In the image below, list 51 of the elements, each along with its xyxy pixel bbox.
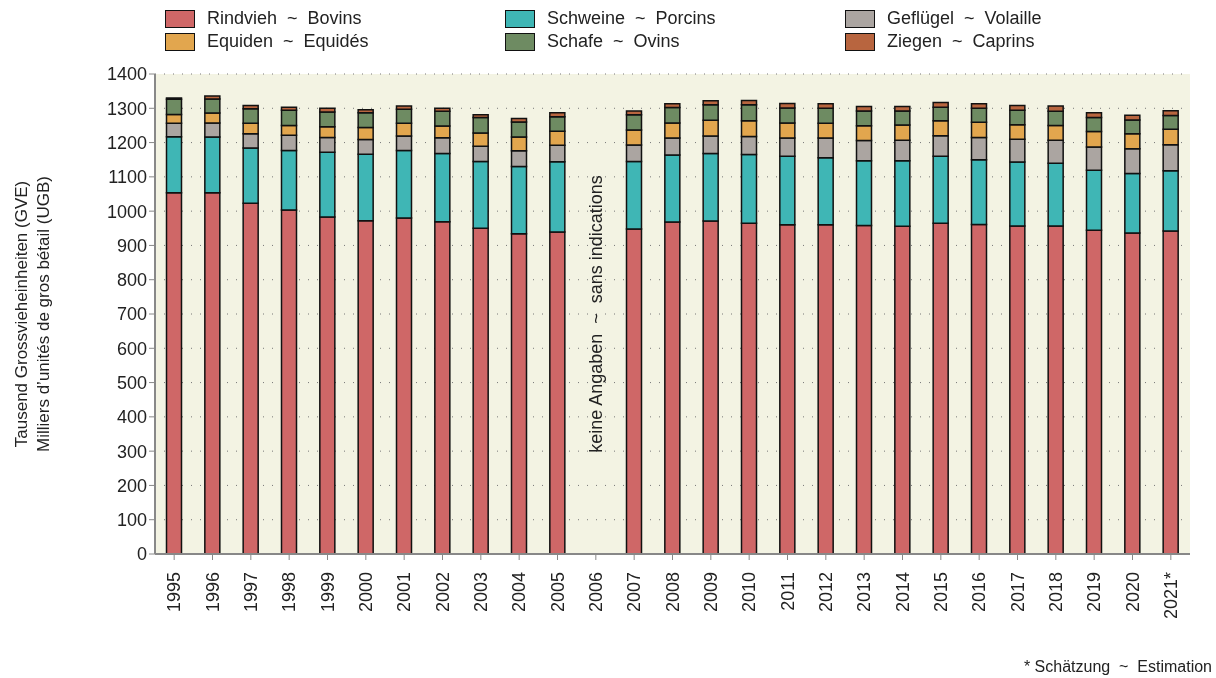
x-tick-label: 2019 xyxy=(1084,572,1105,613)
x-tick-label: 2005 xyxy=(547,572,568,613)
x-tick-label: 2010 xyxy=(739,572,760,613)
y-tick-label: 900 xyxy=(116,235,147,256)
x-tick-label: 2001 xyxy=(394,572,415,613)
x-tick-label: 2003 xyxy=(470,572,491,613)
x-tick-label: 1997 xyxy=(240,572,261,613)
y-tick-label: 600 xyxy=(116,338,147,359)
x-tick-label: 2012 xyxy=(815,572,836,613)
y-tick-label: 0 xyxy=(136,544,147,565)
y-tick-label: 800 xyxy=(116,270,147,291)
x-tick-label: 1996 xyxy=(202,572,223,613)
y-tick-label: 500 xyxy=(116,372,147,393)
x-tick-label: 2006 xyxy=(585,572,606,613)
x-tick-label: 1995 xyxy=(164,572,185,613)
x-tick-label: 2017 xyxy=(1007,572,1028,613)
x-tick-label: 2013 xyxy=(854,572,875,613)
legend-label: Schafe ~ Ovins xyxy=(547,31,680,52)
legend-label: Equiden ~ Equidés xyxy=(207,31,369,52)
x-tick-label: 1998 xyxy=(279,572,300,613)
y-axis-title: Tausend Grossvieheinheiten (GVE) Milliers d’unités de gros bétail (UGB) xyxy=(12,176,53,452)
y-tick-label: 1100 xyxy=(108,167,147,188)
y-tick-label: 100 xyxy=(116,510,147,531)
x-tick-label: 2011 xyxy=(777,572,798,611)
x-tick-label: 2020 xyxy=(1122,572,1143,613)
x-tick-label: 2002 xyxy=(432,572,453,613)
x-tick-label: 2009 xyxy=(700,572,721,613)
legend-label: Geflügel ~ Volaille xyxy=(887,8,1042,29)
legend-label: Ziegen ~ Caprins xyxy=(887,31,1035,52)
x-tick-label: 2016 xyxy=(969,572,990,613)
x-tick-label: 1999 xyxy=(317,572,338,613)
x-tick-label: 2015 xyxy=(930,572,951,613)
y-tick-label: 1300 xyxy=(106,98,147,119)
y-tick-label: 300 xyxy=(116,441,147,462)
text: * Schätzung ~ Estimation xyxy=(1023,658,1212,676)
legend-label: Rindvieh ~ Bovins xyxy=(207,8,362,29)
x-tick-label: 2004 xyxy=(509,572,530,613)
x-tick-label: 2000 xyxy=(355,572,376,613)
y-tick-label: 1000 xyxy=(106,201,147,222)
x-tick-label: 2018 xyxy=(1045,572,1066,613)
y-tick-label: 700 xyxy=(116,304,147,325)
x-tick-label: 2021* xyxy=(1160,572,1181,620)
annotation: keine Angaben ~ sans indications xyxy=(585,175,606,453)
legend-label: Schweine ~ Porcins xyxy=(547,8,716,29)
y-tick-label: 200 xyxy=(116,475,147,496)
x-tick-label: 2008 xyxy=(662,572,683,613)
y-tick-label: 400 xyxy=(116,407,147,428)
y-tick-label: 1400 xyxy=(106,64,147,85)
y-tick-label: 1200 xyxy=(106,132,147,153)
x-tick-label: 2007 xyxy=(624,572,645,613)
x-tick-label: 2014 xyxy=(892,572,913,613)
